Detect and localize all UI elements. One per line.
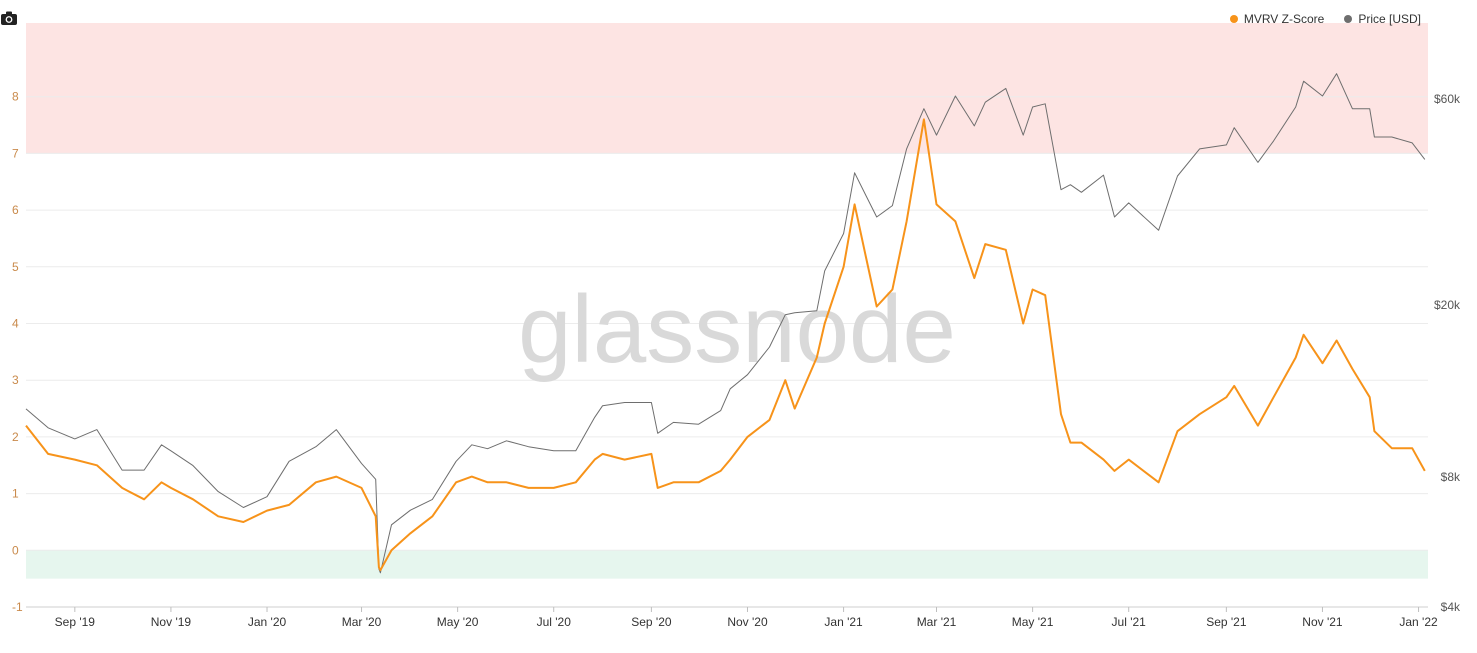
x-axis-tick-label: Sep '20	[631, 615, 672, 629]
x-axis-tick-label: Nov '20	[727, 615, 768, 629]
right-axis-tick-label: $20k	[1434, 298, 1461, 312]
watermark: glassnode	[518, 276, 956, 383]
x-axis-tick-label: Nov '21	[1302, 615, 1343, 629]
left-axis-tick-label: 6	[12, 203, 19, 217]
legend: MVRV Z-Score Price [USD]	[1229, 12, 1421, 26]
x-axis-tick-label: Jan '21	[824, 615, 863, 629]
left-axis-tick-label: 2	[12, 430, 19, 444]
x-axis-tick-label: Jan '20	[248, 615, 287, 629]
x-axis: Sep '19 Nov '19 Jan '20 Mar '20 May '20 Jul '…	[26, 606, 1438, 629]
x-axis-tick-label: Jan '22	[1399, 615, 1438, 629]
mvrv-zscore-line	[25, 118, 1426, 572]
series-lines	[25, 73, 1426, 574]
left-axis-tick-label: 5	[12, 260, 19, 274]
undervalued-band	[26, 550, 1428, 579]
left-axis-tick-label: 7	[12, 146, 19, 160]
camera-icon[interactable]	[0, 10, 18, 26]
x-axis-tick-label: Sep '21	[1206, 615, 1247, 629]
legend-dot-price	[1344, 15, 1353, 23]
left-axis-tick-label: 1	[12, 487, 19, 501]
left-axis-tick-label: 3	[12, 373, 19, 387]
overvalued-band	[26, 23, 1428, 154]
left-axis: -1 0 1 2 3 4 5 6 7 8	[12, 90, 23, 614]
left-axis-tick-label: 8	[12, 90, 19, 104]
x-axis-tick-label: May '21	[1012, 615, 1054, 629]
right-axis-tick-label: $8k	[1441, 470, 1461, 484]
grid-lines	[26, 96, 1428, 608]
left-axis-tick-label: 0	[12, 543, 19, 557]
legend-label-price: Price [USD]	[1358, 12, 1421, 26]
legend-item-price[interactable]: Price [USD]	[1344, 12, 1421, 26]
x-axis-tick-label: Mar '21	[917, 615, 957, 629]
legend-item-mvrv[interactable]: MVRV Z-Score	[1229, 12, 1325, 26]
legend-label-mvrv: MVRV Z-Score	[1243, 12, 1325, 26]
zone-bands	[26, 23, 1428, 579]
x-axis-tick-label: Nov '19	[151, 615, 192, 629]
x-axis-tick-label: Mar '20	[342, 615, 382, 629]
right-axis-tick-label: $4k	[1441, 600, 1461, 614]
x-axis-tick-label: Sep '19	[55, 615, 96, 629]
right-axis: $4k $8k $20k $60k	[1434, 92, 1461, 614]
left-axis-tick-label: -1	[12, 600, 23, 614]
x-axis-tick-label: Jul '20	[537, 615, 572, 629]
x-axis-tick-label: Jul '21	[1112, 615, 1147, 629]
left-axis-tick-label: 4	[12, 317, 19, 331]
price-line	[25, 73, 1426, 574]
right-axis-tick-label: $60k	[1434, 92, 1461, 106]
x-axis-tick-label: May '20	[437, 615, 479, 629]
legend-dot-mvrv	[1229, 15, 1238, 23]
